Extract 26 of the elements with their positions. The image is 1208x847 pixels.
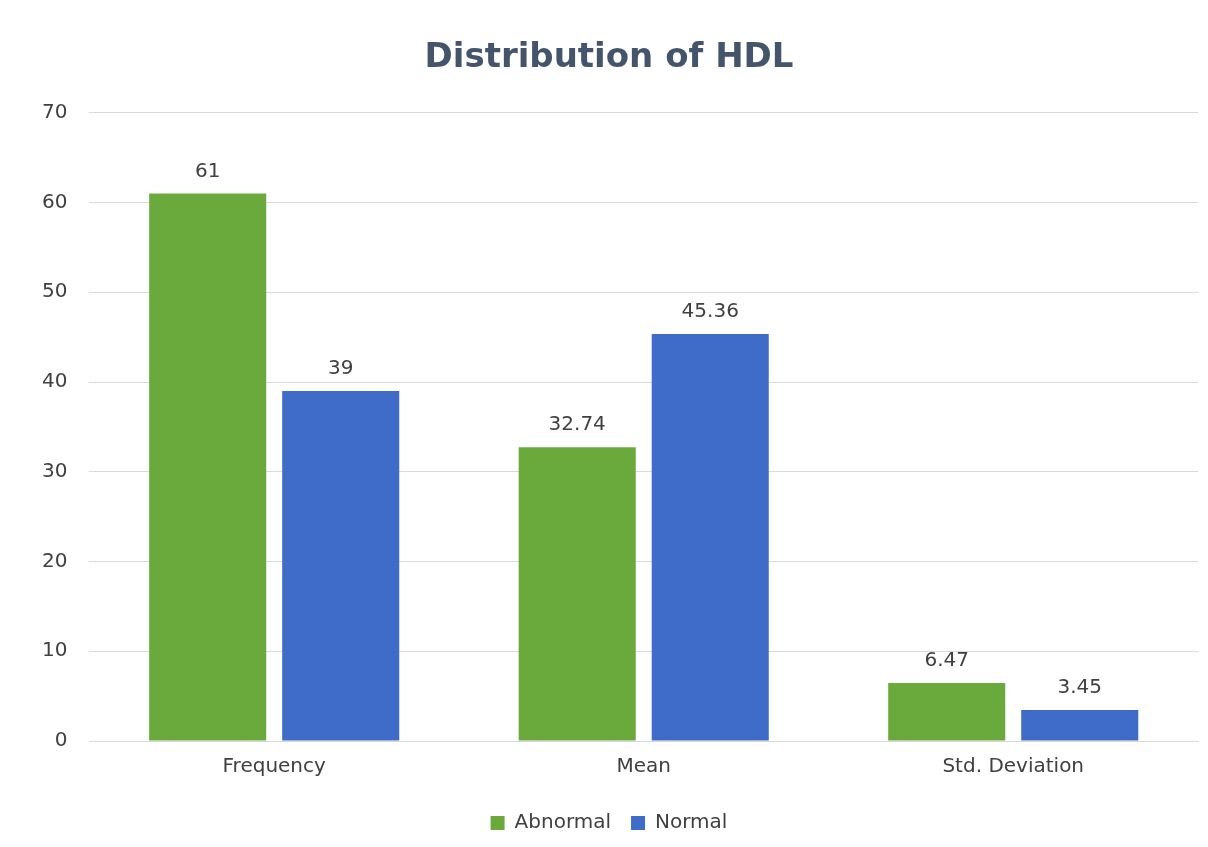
bar	[282, 391, 400, 741]
y-tick-label: 30	[42, 457, 68, 482]
y-tick-label: 20	[42, 547, 68, 572]
y-tick-label: 40	[42, 368, 68, 393]
bar	[149, 193, 267, 741]
x-tick-label: Std. Deviation	[942, 753, 1085, 778]
bar	[1021, 710, 1139, 741]
x-tick-label: Frequency	[222, 753, 327, 778]
data-label: 3.45	[1057, 674, 1103, 699]
chart-title: Distribution of HDL	[424, 35, 794, 76]
legend-label: Normal	[655, 809, 728, 834]
bar	[888, 682, 1006, 741]
data-label: 6.47	[924, 647, 969, 672]
data-label: 61	[194, 157, 221, 182]
y-tick-label: 60	[42, 188, 68, 213]
legend-label: Abnormal	[514, 809, 612, 834]
bar	[518, 447, 636, 741]
data-label: 32.74	[548, 411, 606, 436]
data-label: 45.36	[681, 298, 739, 323]
x-tick-label: Mean	[616, 753, 671, 778]
y-tick-label: 0	[54, 727, 68, 752]
data-label: 39	[327, 355, 354, 380]
bar	[651, 333, 769, 741]
y-tick-label: 50	[42, 278, 68, 303]
y-tick-label: 10	[42, 637, 68, 662]
y-tick-label: 70	[42, 99, 68, 123]
